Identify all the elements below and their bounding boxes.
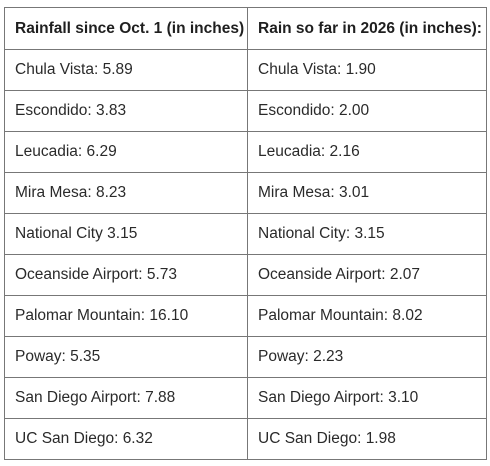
table-cell: National City 3.15 [4,213,248,255]
table-row: National City 3.15 National City: 3.15 [4,213,487,255]
table-cell: Escondido: 2.00 [247,90,487,132]
table-row: Chula Vista: 5.89 Chula Vista: 1.90 [4,49,487,91]
table-cell: Chula Vista: 1.90 [247,49,487,91]
table-cell: UC San Diego: 1.98 [247,418,487,460]
table-row: UC San Diego: 6.32 UC San Diego: 1.98 [4,418,487,460]
table-row: Leucadia: 6.29 Leucadia: 2.16 [4,131,487,173]
rainfall-table-container: Rainfall since Oct. 1 (in inches) Rain s… [4,7,487,460]
header-rainfall-since-oct: Rainfall since Oct. 1 (in inches) [4,7,248,50]
table-cell: Oceanside Airport: 5.73 [4,254,248,296]
table-cell: San Diego Airport: 3.10 [247,377,487,419]
table-cell: Mira Mesa: 3.01 [247,172,487,214]
table-cell: Chula Vista: 5.89 [4,49,248,91]
table-cell: Escondido: 3.83 [4,90,248,132]
table-cell: Poway: 2.23 [247,336,487,378]
table-cell: Palomar Mountain: 8.02 [247,295,487,337]
table-header-row: Rainfall since Oct. 1 (in inches) Rain s… [4,7,487,50]
table-cell: Oceanside Airport: 2.07 [247,254,487,296]
header-rain-so-far-2026: Rain so far in 2026 (in inches): [247,7,487,50]
table-row: Poway: 5.35 Poway: 2.23 [4,336,487,378]
table-cell: San Diego Airport: 7.88 [4,377,248,419]
table-row: Palomar Mountain: 16.10 Palomar Mountain… [4,295,487,337]
table-row: San Diego Airport: 7.88 San Diego Airpor… [4,377,487,419]
table-cell: UC San Diego: 6.32 [4,418,248,460]
table-cell: Leucadia: 2.16 [247,131,487,173]
table-row: Mira Mesa: 8.23 Mira Mesa: 3.01 [4,172,487,214]
rainfall-table: Rainfall since Oct. 1 (in inches) Rain s… [4,7,487,460]
table-cell: Poway: 5.35 [4,336,248,378]
table-cell: National City: 3.15 [247,213,487,255]
table-cell: Mira Mesa: 8.23 [4,172,248,214]
table-row: Oceanside Airport: 5.73 Oceanside Airpor… [4,254,487,296]
table-row: Escondido: 3.83 Escondido: 2.00 [4,90,487,132]
table-cell: Leucadia: 6.29 [4,131,248,173]
table-cell: Palomar Mountain: 16.10 [4,295,248,337]
